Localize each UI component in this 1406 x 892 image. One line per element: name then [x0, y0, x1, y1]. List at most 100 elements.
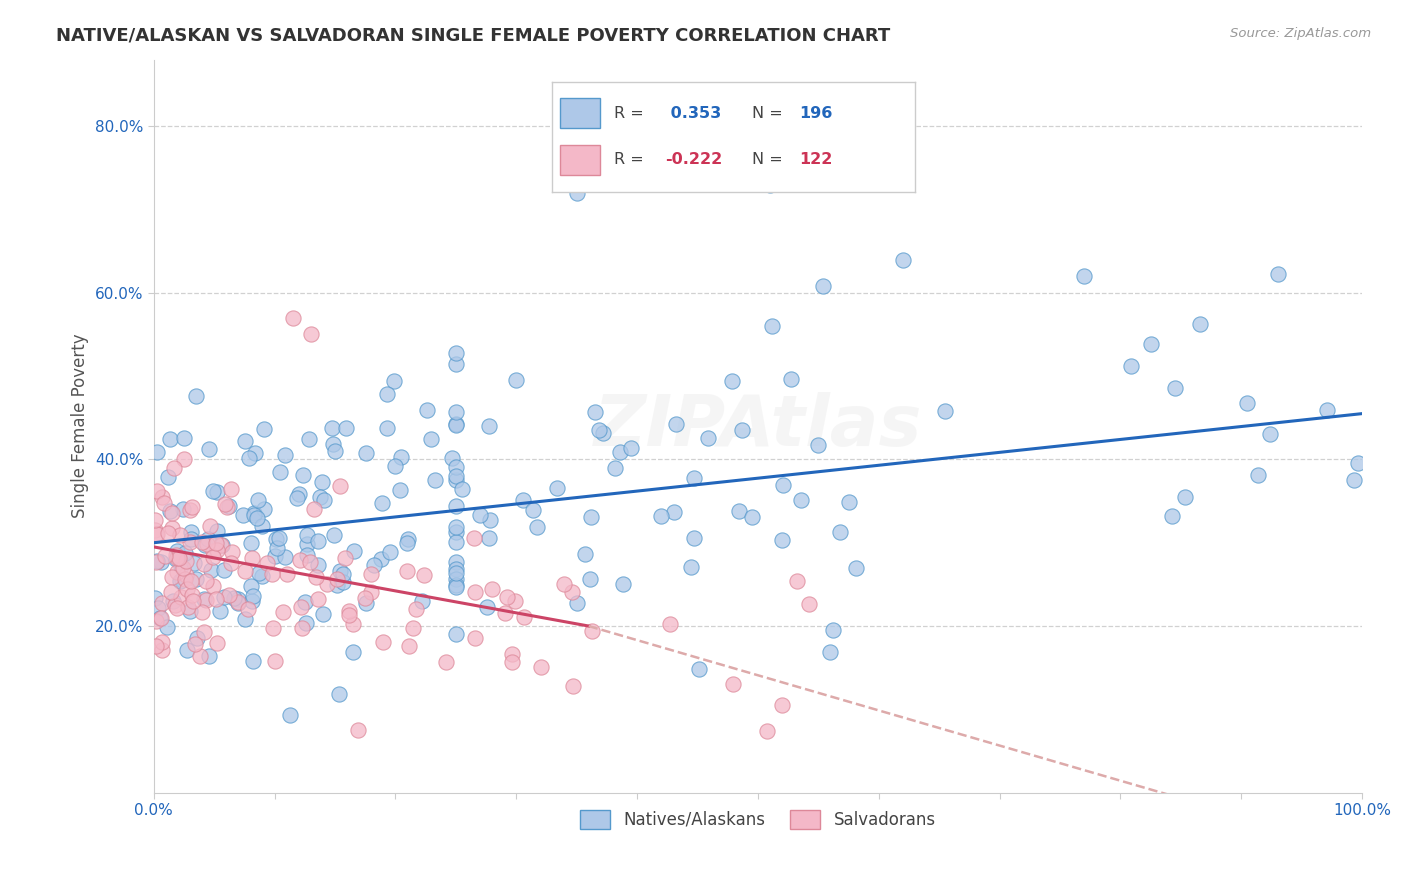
Point	[546, 481, 568, 495]
Point	[1343, 474, 1365, 488]
Point	[347, 723, 370, 737]
Point	[562, 679, 585, 693]
Point	[221, 545, 243, 559]
Point	[297, 432, 319, 446]
Point	[183, 556, 205, 570]
Point	[565, 597, 588, 611]
Point	[243, 506, 266, 520]
Point	[240, 551, 263, 566]
Point	[174, 554, 197, 568]
Point	[150, 611, 173, 625]
Point	[200, 519, 222, 533]
Point	[388, 483, 411, 497]
Point	[505, 594, 527, 608]
Point	[332, 574, 354, 589]
Point	[354, 446, 377, 460]
Point	[218, 588, 240, 602]
Point	[201, 549, 224, 564]
Point	[166, 550, 188, 565]
Point	[193, 592, 215, 607]
Point	[326, 577, 349, 591]
Point	[553, 577, 575, 591]
Point	[444, 346, 467, 360]
Point	[242, 589, 264, 603]
Point	[664, 417, 686, 431]
Point	[174, 568, 197, 582]
Point	[845, 560, 868, 574]
Point	[205, 591, 228, 606]
Point	[444, 520, 467, 534]
Point	[321, 421, 343, 435]
Point	[522, 503, 544, 517]
Point	[165, 598, 187, 612]
Point	[574, 547, 596, 561]
Point	[797, 597, 820, 611]
Point	[145, 639, 167, 653]
Point	[145, 555, 167, 569]
Point	[1316, 403, 1339, 417]
Point	[311, 475, 333, 489]
Point	[295, 616, 318, 631]
Point	[463, 532, 485, 546]
Point	[267, 531, 290, 545]
Point	[396, 564, 419, 578]
Point	[335, 421, 357, 435]
Point	[156, 620, 179, 634]
Point	[209, 538, 232, 552]
Point	[444, 535, 467, 549]
Point	[264, 549, 287, 563]
Point	[396, 532, 419, 546]
Point	[444, 417, 467, 431]
Point	[477, 599, 499, 614]
Point	[759, 178, 782, 192]
Point	[299, 327, 322, 342]
Point	[184, 572, 207, 586]
Point	[166, 565, 188, 579]
Point	[269, 465, 291, 479]
Point	[360, 566, 382, 581]
Point	[328, 687, 350, 701]
Point	[238, 451, 260, 466]
Point	[1073, 269, 1095, 284]
Point	[375, 386, 398, 401]
Point	[756, 724, 779, 739]
Point	[145, 554, 167, 568]
Point	[167, 551, 190, 566]
Point	[233, 612, 256, 626]
Point	[425, 473, 447, 487]
Point	[478, 531, 501, 545]
Point	[444, 469, 467, 483]
Point	[309, 490, 332, 504]
Point	[143, 513, 166, 527]
Point	[281, 310, 304, 325]
Point	[307, 534, 329, 549]
Point	[176, 582, 198, 596]
Point	[159, 584, 181, 599]
Point	[266, 541, 288, 555]
Point	[219, 482, 242, 496]
Point	[159, 503, 181, 517]
Point	[274, 549, 297, 564]
Point	[444, 460, 467, 475]
Point	[481, 582, 503, 596]
Point	[363, 558, 385, 572]
Point	[444, 627, 467, 641]
Point	[612, 577, 634, 591]
Point	[193, 624, 215, 639]
Point	[315, 577, 337, 591]
Point	[464, 584, 486, 599]
Point	[250, 569, 273, 583]
Point	[342, 645, 364, 659]
Point	[592, 426, 614, 441]
Point	[253, 502, 276, 516]
Point	[444, 562, 467, 576]
Point	[329, 479, 352, 493]
Point	[416, 403, 439, 417]
Point	[288, 487, 311, 501]
Point	[176, 643, 198, 657]
Point	[332, 567, 354, 582]
Point	[202, 544, 225, 558]
Point	[146, 445, 169, 459]
Point	[173, 431, 195, 445]
Point	[170, 591, 193, 605]
